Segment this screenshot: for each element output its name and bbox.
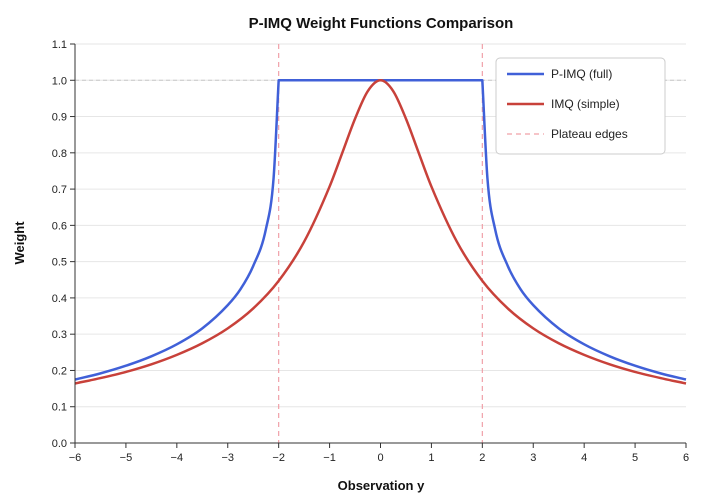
- x-tick-label: −2: [272, 452, 285, 464]
- chart-title: P-IMQ Weight Functions Comparison: [249, 15, 514, 32]
- legend-label-plateau: Plateau edges: [551, 127, 628, 141]
- legend: P-IMQ (full) IMQ (simple) Plateau edges: [495, 57, 666, 155]
- series-lines: [74, 79, 687, 385]
- reference-lines: [75, 44, 686, 443]
- x-tick-label: 1: [428, 452, 434, 464]
- y-tick-label: 0.7: [52, 184, 67, 196]
- series-line-imq-simple: [74, 79, 687, 385]
- x-tick-label: 2: [479, 452, 485, 464]
- x-tick-label: 0: [377, 452, 383, 464]
- x-tick-label: −1: [323, 452, 336, 464]
- y-tick-label: 0.8: [52, 148, 67, 160]
- y-tick-label: 0.5: [52, 257, 67, 269]
- x-tick-label: −4: [171, 452, 184, 464]
- y-tick-label: 0.4: [52, 293, 67, 305]
- x-tick-label: 3: [530, 452, 536, 464]
- x-tick-label: −5: [120, 452, 133, 464]
- y-tick-label: 1.0: [52, 75, 67, 87]
- y-tick-label: 0.2: [52, 365, 67, 377]
- x-ticks: −6 −5 −4 −3 −2 −1 0 1 2 3 4 5 6: [69, 443, 689, 464]
- y-tick-label: 0.1: [52, 402, 67, 414]
- legend-label-pimq: P-IMQ (full): [551, 67, 612, 81]
- x-tick-label: −6: [69, 452, 82, 464]
- x-tick-label: 4: [581, 452, 587, 464]
- x-tick-label: 5: [632, 452, 638, 464]
- y-tick-label: 1.1: [52, 39, 67, 51]
- y-axis-label: Weight: [12, 221, 27, 265]
- legend-box: [495, 57, 666, 155]
- y-tick-label: 0.6: [52, 220, 67, 232]
- legend-label-imq: IMQ (simple): [551, 97, 620, 111]
- y-tick-label: 0.9: [52, 112, 67, 124]
- x-tick-label: 6: [683, 452, 689, 464]
- x-axis-label: Observation y: [338, 478, 425, 493]
- y-tick-label: 0.0: [52, 438, 67, 450]
- x-tick-label: −3: [221, 452, 234, 464]
- y-ticks: 0.0 0.1 0.2 0.3 0.4 0.5 0.6 0.7 0.8 0.9 1.0 1.1: [52, 39, 75, 450]
- y-tick-label: 0.3: [52, 329, 67, 341]
